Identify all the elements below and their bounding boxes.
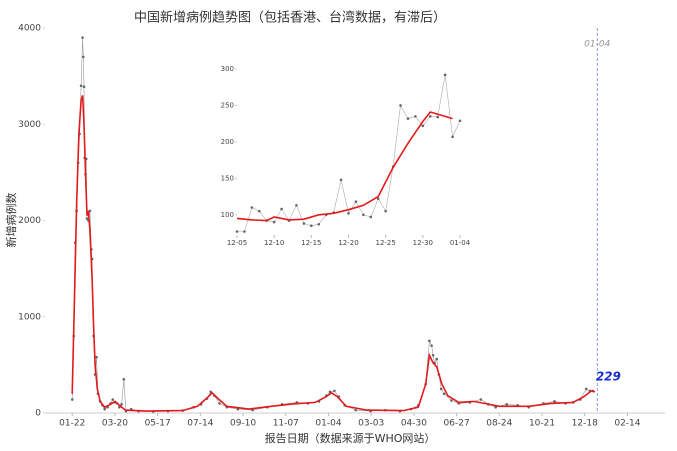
x-tick-label: 01-04	[315, 419, 341, 429]
y-axis-label: 新增病例数	[4, 193, 18, 248]
y-tick-label: 250	[221, 101, 234, 109]
data-point	[70, 398, 74, 401]
data-point	[218, 402, 221, 405]
x-tick-label: 12-18	[572, 419, 598, 429]
x-tick-label: 12-20	[338, 239, 358, 247]
y-tick-label: 1000	[18, 312, 41, 322]
data-point	[95, 355, 98, 359]
data-point	[451, 135, 454, 139]
data-point	[421, 124, 425, 128]
data-point	[88, 209, 92, 213]
data-point	[354, 200, 358, 203]
data-point	[414, 115, 417, 118]
data-point	[81, 36, 84, 39]
trend-line	[71, 95, 596, 412]
data-point	[458, 119, 462, 123]
data-point	[295, 204, 298, 207]
data-point	[376, 197, 380, 201]
data-point	[347, 212, 350, 215]
data-point	[399, 104, 402, 107]
data-point	[362, 213, 365, 217]
data-point	[430, 344, 433, 347]
data-point	[553, 400, 556, 403]
data-point	[79, 84, 83, 88]
last-value-label: 229	[596, 369, 621, 383]
y-tick-label: 4000	[18, 24, 41, 34]
data-point	[310, 224, 313, 228]
trend-line	[236, 111, 453, 222]
data-point	[479, 398, 483, 401]
daily-line	[237, 74, 461, 232]
x-axis-label: 报告日期（数据来源于WHO网站）	[265, 431, 436, 445]
data-point	[235, 230, 239, 233]
x-tick-label: 09-10	[230, 419, 256, 429]
data-point	[450, 399, 453, 402]
x-tick-label: 06-27	[444, 419, 470, 429]
data-point	[439, 387, 443, 391]
y-tick-label: 3000	[18, 120, 41, 130]
data-point	[258, 209, 261, 213]
data-point	[354, 408, 358, 412]
data-point	[428, 115, 432, 118]
x-tick-label: 02-14	[614, 419, 640, 429]
data-point	[302, 222, 306, 225]
y-tick-label: 150	[221, 174, 234, 182]
y-tick-label: 100	[221, 211, 234, 219]
x-tick-label: 07-14	[187, 419, 213, 429]
data-point	[584, 387, 588, 391]
data-point	[333, 389, 336, 393]
data-point	[505, 403, 508, 406]
data-point	[243, 230, 246, 233]
x-tick-label: 01-22	[59, 419, 85, 429]
y-tick-label: 200	[221, 138, 234, 146]
data-point	[494, 405, 497, 409]
x-tick-label: 05-17	[145, 419, 171, 429]
reference-label: 01-04	[584, 40, 610, 50]
data-point	[436, 115, 440, 119]
data-point	[406, 117, 410, 120]
daily-line	[71, 37, 593, 412]
data-point	[384, 209, 387, 213]
x-tick-label: 01-04	[450, 239, 471, 247]
data-point	[339, 178, 343, 182]
y-tick-label: 0	[35, 409, 41, 419]
data-point	[122, 378, 126, 381]
data-point	[272, 220, 276, 224]
x-tick-label: 08-24	[486, 419, 512, 429]
data-point	[431, 353, 435, 357]
y-tick-label: 300	[221, 65, 234, 73]
x-tick-label: 03-03	[358, 419, 384, 429]
data-point	[428, 339, 431, 343]
y-tick-label: 2000	[18, 216, 41, 226]
x-tick-label: 10-21	[529, 419, 555, 429]
chart-title: 中国新增病例趋势图（包括香港、台湾数据，有滞后）	[134, 10, 446, 26]
x-tick-label: 12-10	[264, 239, 284, 247]
data-point	[120, 403, 123, 406]
data-point	[443, 73, 447, 77]
data-point	[317, 222, 321, 226]
data-point	[85, 217, 89, 220]
data-point	[442, 392, 446, 396]
data-point	[369, 215, 373, 219]
data-point	[435, 357, 439, 361]
x-tick-label: 12-15	[301, 239, 321, 247]
data-point	[103, 407, 106, 411]
x-tick-label: 04-30	[401, 419, 427, 429]
data-point	[280, 207, 283, 211]
x-tick-label: 12-05	[227, 239, 247, 247]
data-point	[111, 398, 115, 401]
x-tick-label: 12-25	[375, 239, 395, 247]
x-tick-label: 11-07	[273, 419, 299, 429]
data-point	[82, 85, 86, 89]
x-tick-label: 12-30	[413, 239, 433, 247]
x-tick-label: 03-20	[102, 419, 128, 429]
data-point	[81, 55, 85, 59]
data-point	[250, 206, 254, 209]
